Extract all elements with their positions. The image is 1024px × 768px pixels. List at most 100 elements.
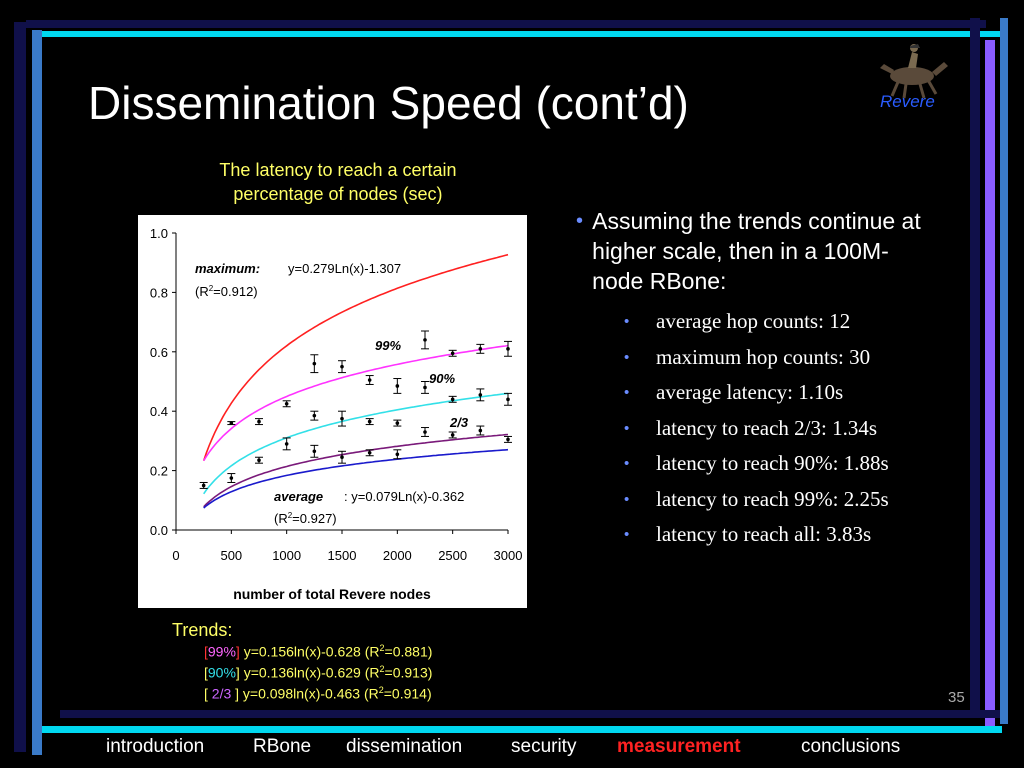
error-bar-point — [478, 393, 483, 397]
trend-open: [ — [204, 643, 208, 660]
trends-heading: Trends: — [172, 620, 233, 640]
annotation-average-eq: : y=0.079Ln(x)-0.362 — [344, 489, 464, 504]
main-bullet-text: Assuming the trends continue at higher s… — [592, 208, 921, 294]
nav-item-rbone[interactable]: RBone — [253, 736, 312, 757]
error-bar-point — [423, 430, 427, 434]
error-bar — [393, 449, 402, 460]
average-r2-post: =0.927) — [292, 511, 336, 526]
trend-tag: 90% — [207, 664, 236, 681]
error-bar — [199, 481, 208, 489]
bullet-list: • Assuming the trends continue at higher… — [576, 206, 936, 553]
annotation-maximum-eq: y=0.279Ln(x)-1.307 — [288, 261, 401, 276]
annotation-average-r2: (R2=0.927) — [274, 511, 337, 526]
error-bar-point — [312, 413, 317, 418]
error-bar-point — [423, 385, 427, 390]
error-bar — [504, 392, 512, 406]
nav-item-introduction[interactable]: introduction — [106, 736, 205, 757]
error-bar-point — [506, 437, 510, 442]
section-nav: introduction RBone dissemination securit… — [0, 736, 1024, 762]
error-bar-point — [478, 428, 483, 433]
sub-bullet-text: latency to reach 90%: 1.88s — [656, 451, 889, 475]
sub-bullet-dot-icon: • — [624, 384, 630, 401]
x-axis-label: number of total Revere nodes — [233, 586, 431, 602]
error-bar — [227, 421, 236, 426]
error-bar — [310, 444, 319, 458]
trend-tag: 2/3 — [211, 685, 232, 702]
frame-left-bar-blue — [32, 30, 42, 755]
annotation-90: 90% — [429, 371, 455, 386]
error-bar — [338, 360, 346, 374]
error-bar-point — [423, 338, 427, 342]
error-bar — [393, 419, 402, 427]
horse-rider-logo-icon — [880, 44, 948, 99]
sub-bullet-item: • latency to reach 99%: 2.25s — [624, 482, 936, 518]
error-bar — [310, 410, 319, 421]
average-r2-pre: (R — [274, 511, 288, 526]
x-tick-label: 1500 — [328, 548, 357, 563]
annotation-average-label: average — [274, 489, 323, 504]
main-bullet-dot-icon: • — [576, 210, 584, 232]
maximum-r2-post: =0.912) — [213, 284, 257, 299]
error-bar — [476, 425, 485, 436]
trend-post: =0.881) — [384, 643, 433, 660]
frame-right-bar-dark — [970, 18, 980, 718]
trend-post: =0.914) — [383, 685, 432, 702]
error-bar — [448, 349, 457, 357]
annotation-maximum-r2: (R2=0.912) — [195, 284, 258, 299]
x-tick-label: 2500 — [438, 548, 467, 563]
sub-bullet-text: maximum hop counts: 30 — [656, 344, 871, 369]
trend-open: [ — [204, 664, 208, 681]
series-curve-average — [203, 448, 509, 509]
x-tick-label: 0 — [172, 548, 179, 563]
slide-title: Dissemination Speed (cont’d) — [88, 77, 689, 129]
y-tick-label: 0.2 — [150, 464, 168, 479]
frame-bottom-bar-cyan — [42, 726, 1002, 733]
nav-item-measurement[interactable]: measurement — [617, 736, 741, 757]
error-bar — [310, 354, 319, 374]
chart-caption: The latency to reach a certain percentag… — [160, 158, 516, 206]
error-bar-point — [367, 450, 372, 455]
annotation-23: 2/3 — [449, 415, 469, 430]
y-tick-label: 0.0 — [150, 523, 168, 538]
error-bar — [365, 375, 374, 385]
sub-bullet-text: latency to reach 2/3: 1.34s — [656, 415, 878, 440]
error-bar — [338, 450, 346, 464]
sub-bullet-item: • latency to reach 90%: 1.88s — [624, 446, 936, 482]
sub-bullet-dot-icon: • — [624, 455, 630, 472]
trend-close: ] — [235, 643, 240, 660]
trend-open: [ — [204, 685, 212, 702]
error-bar — [365, 449, 374, 457]
frame-bottom-bar-dark — [60, 710, 1000, 718]
nav-item-dissemination[interactable]: dissemination — [346, 736, 463, 757]
error-bar — [393, 378, 402, 394]
trend-post: =0.913) — [384, 664, 433, 681]
frame-left-bar-dark — [14, 22, 26, 752]
error-bar-point — [395, 452, 400, 457]
sub-bullet-dot-icon: • — [624, 526, 630, 543]
trend-row-99: [99%] y=0.156ln(x)-0.628 (R2=0.881) — [204, 643, 432, 660]
error-bar — [282, 437, 291, 451]
y-tick-label: 0.8 — [150, 285, 168, 300]
trend-row-90: [90%] y=0.136ln(x)-0.629 (R2=0.913) — [204, 664, 432, 681]
error-bar-point — [229, 476, 234, 480]
sub-bullet-text: average hop counts: 12 — [656, 309, 851, 333]
error-bar — [448, 395, 457, 403]
nav-item-security[interactable]: security — [511, 736, 577, 757]
error-bar-point — [284, 442, 289, 446]
chart-svg: 0.0 0.2 0.4 0.6 0.8 1.0 0 500 1000 1500 2000 2500 30… — [150, 226, 523, 602]
y-tick-label: 1.0 — [150, 226, 168, 241]
trend-close: ] — [235, 664, 240, 681]
error-bar — [448, 431, 457, 439]
frame-top-bar-cyan — [42, 31, 1002, 37]
x-tick-label: 500 — [220, 548, 242, 563]
sub-bullet-dot-icon: • — [624, 419, 630, 437]
main-bullet: • Assuming the trends continue at higher… — [576, 206, 936, 296]
caption-line-2: percentage of nodes (sec) — [233, 184, 443, 204]
maximum-r2-sup: 2 — [209, 284, 214, 293]
trend-eq: y=0.136ln(x)-0.629 (R — [239, 664, 380, 681]
annotation-99: 99% — [375, 338, 401, 353]
trend-sup: 2 — [379, 664, 385, 674]
error-bar-point — [257, 458, 261, 463]
x-tick-label: 1000 — [272, 548, 301, 563]
nav-item-conclusions[interactable]: conclusions — [801, 736, 901, 757]
